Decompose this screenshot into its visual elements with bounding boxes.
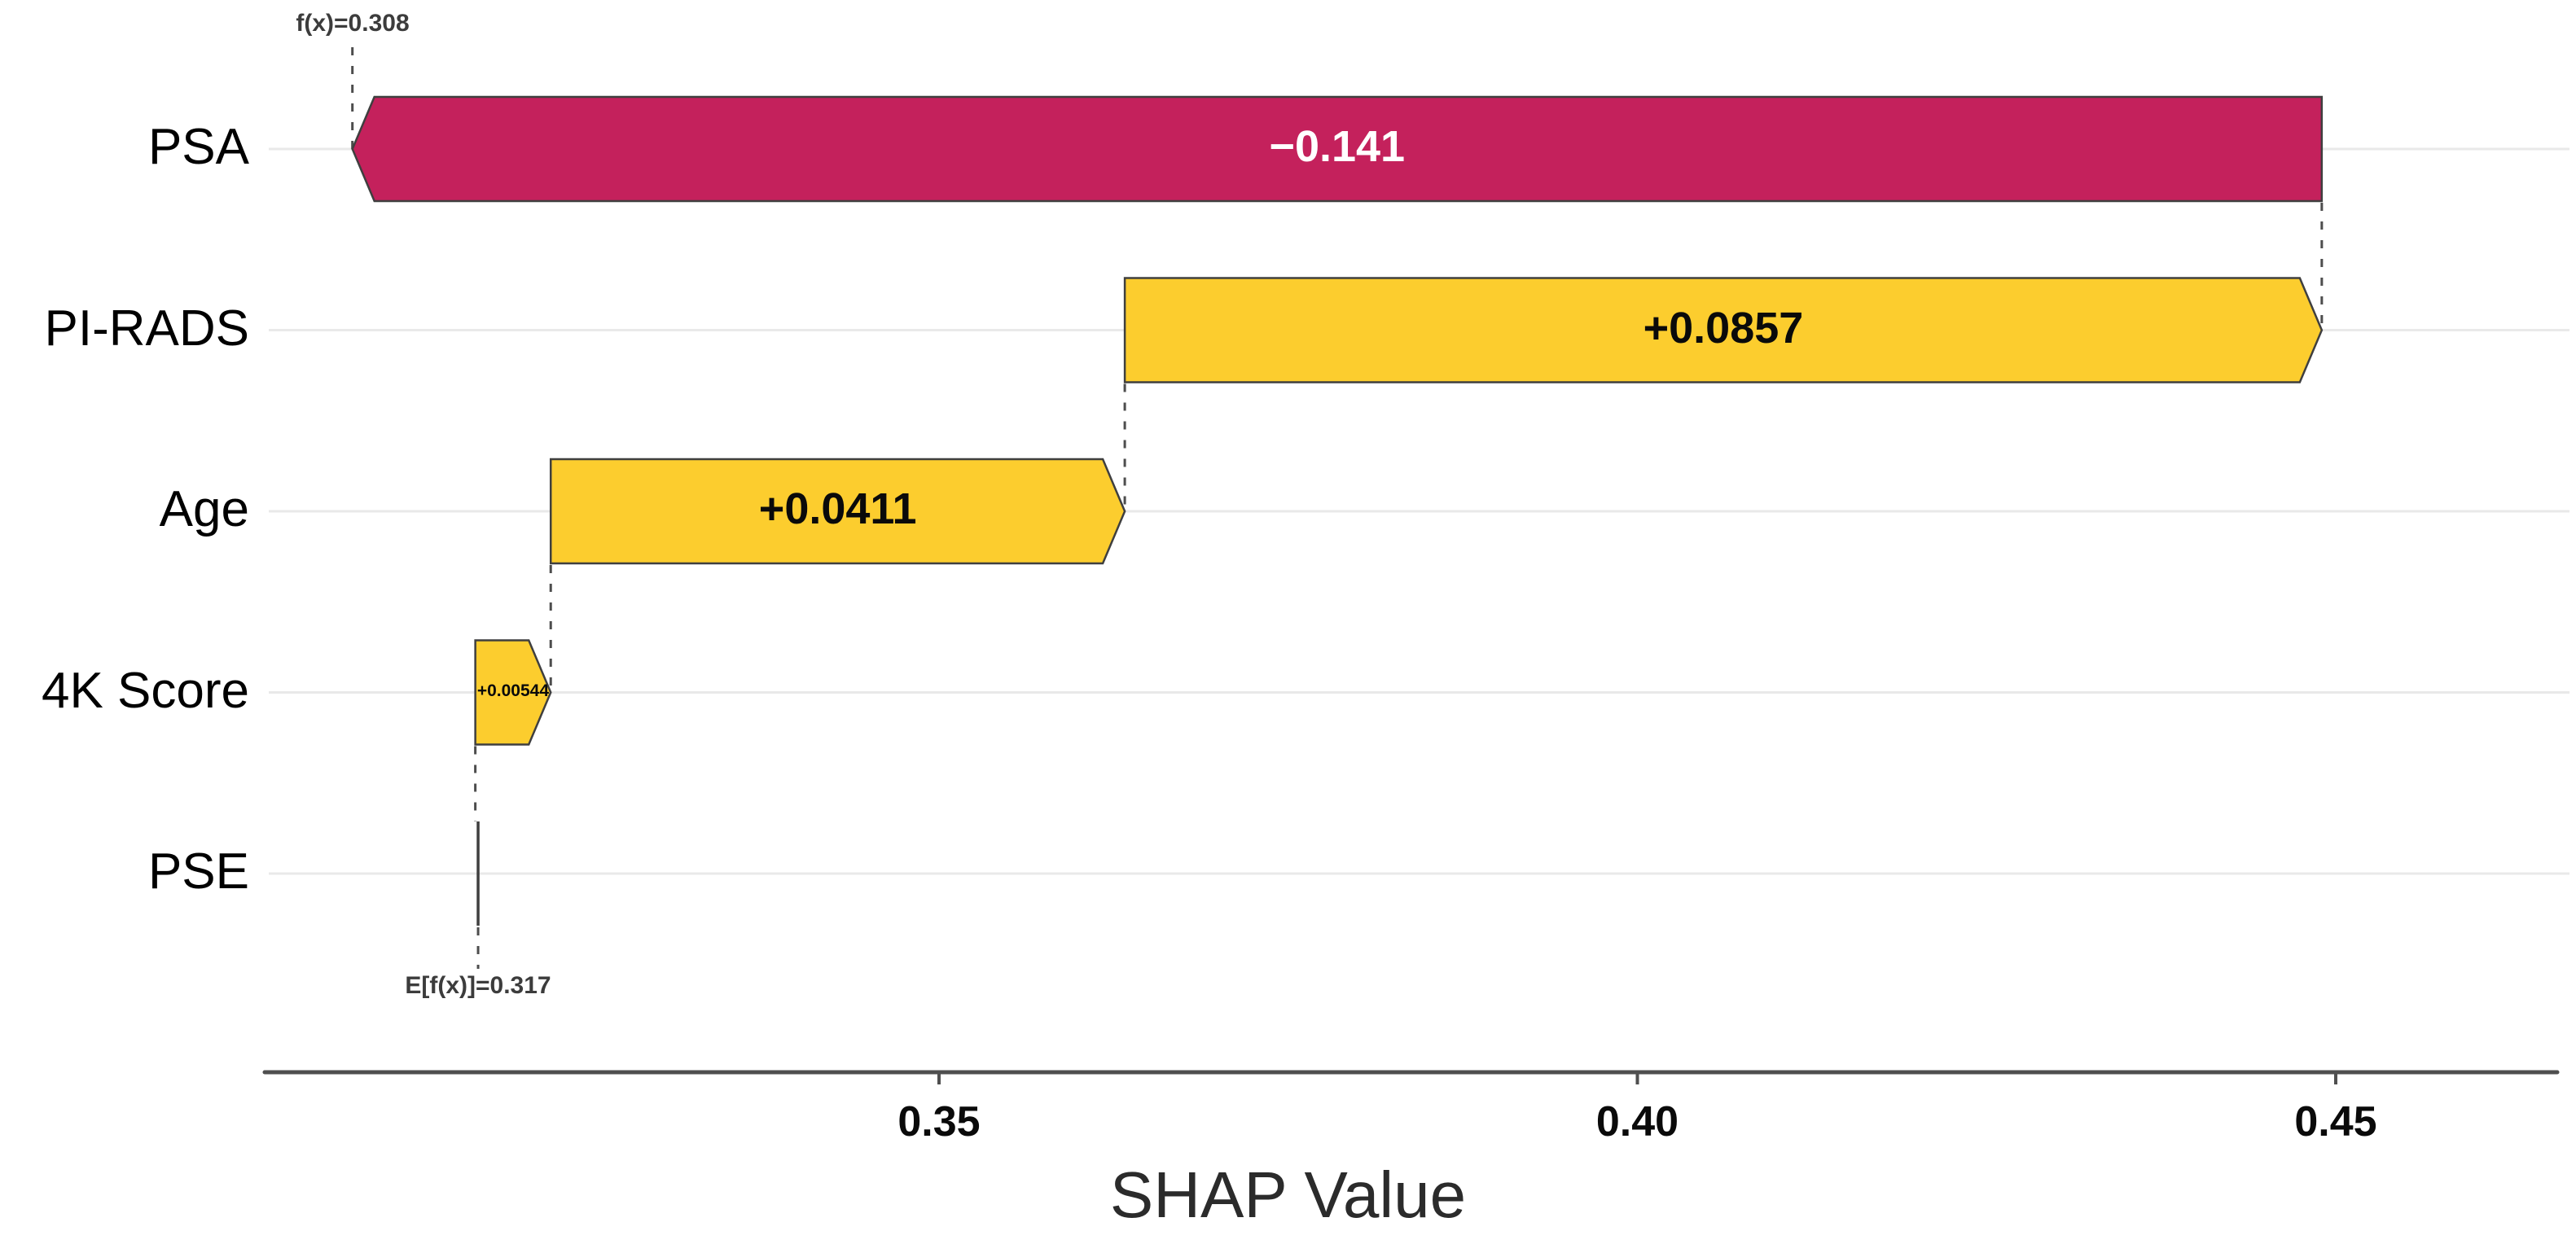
efx-annotation: E[f(x)]=0.317 xyxy=(405,972,551,999)
feature-label-age: Age xyxy=(159,481,249,537)
feature-label-psa: PSA xyxy=(147,119,249,175)
x-tick-label-0.45: 0.45 xyxy=(2294,1098,2377,1145)
bar-value-4k-score: +0.00544 xyxy=(476,681,550,700)
fx-annotation: f(x)=0.308 xyxy=(296,10,410,37)
x-axis-title: SHAP Value xyxy=(1109,1159,1467,1231)
feature-label-pi-rads: PI-RADS xyxy=(44,300,249,357)
bar-value-age: +0.0411 xyxy=(758,484,917,533)
feature-label-pse: PSE xyxy=(147,843,249,900)
bar-psa xyxy=(351,95,2324,203)
bar-4k-score xyxy=(474,639,552,746)
bar-value-pi-rads: +0.0857 xyxy=(1643,303,1804,353)
x-tick-label-0.40: 0.40 xyxy=(1595,1098,1679,1145)
bar-pi-rads xyxy=(1123,277,2324,383)
x-tick-label-0.35: 0.35 xyxy=(897,1098,981,1145)
feature-label-4k-score: 4K Score xyxy=(41,662,249,719)
bar-value-psa: −0.141 xyxy=(1269,122,1406,171)
bar-age xyxy=(549,458,1126,565)
